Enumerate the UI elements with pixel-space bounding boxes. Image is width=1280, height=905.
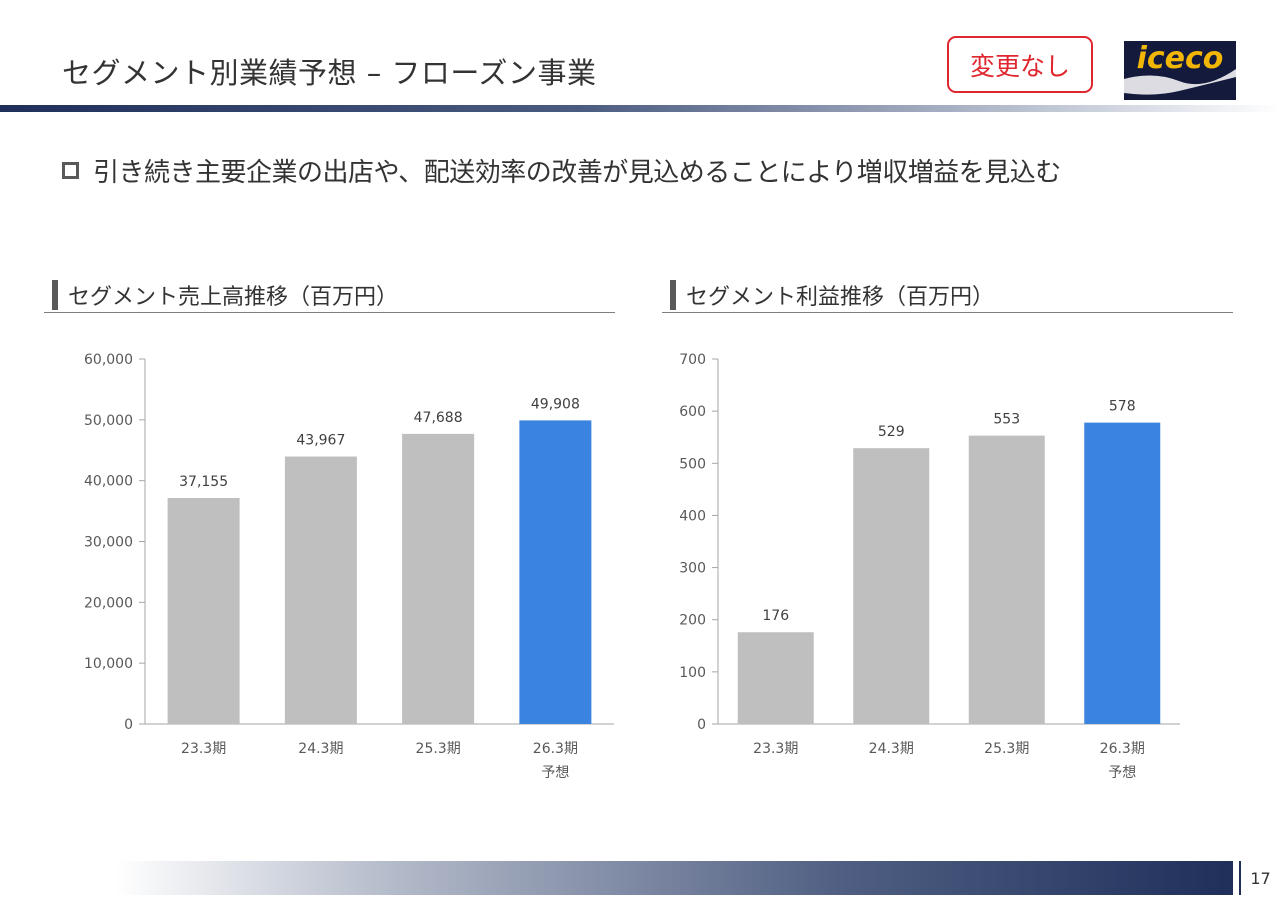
data-label: 47,688 — [414, 410, 463, 426]
data-label: 176 — [762, 608, 789, 624]
bullet-point: 引き続き主要企業の出店や、配送効率の改善が見込めることにより増収増益を見込む — [62, 152, 1061, 189]
bullet-text: 引き続き主要企業の出店や、配送効率の改善が見込めることにより増収増益を見込む — [93, 158, 1061, 188]
y-tick-label: 40,000 — [84, 474, 133, 490]
bar — [1084, 422, 1161, 724]
x-tick-note: 予想 — [1108, 765, 1136, 781]
bar — [402, 433, 475, 724]
y-tick-label: 0 — [697, 717, 706, 733]
data-label: 43,967 — [296, 433, 345, 449]
company-logo: iceco — [1124, 41, 1236, 100]
y-tick-label: 50,000 — [84, 413, 133, 429]
footer-bar — [115, 861, 1233, 895]
bar — [167, 497, 240, 724]
y-tick-label: 700 — [679, 352, 706, 368]
y-tick-label: 500 — [679, 456, 706, 472]
profit-chart-title: セグメント利益推移（百万円） — [686, 285, 995, 310]
page-number: 17 — [1239, 861, 1280, 895]
header-bar-mark — [670, 280, 676, 310]
data-label: 49,908 — [531, 396, 580, 412]
x-tick-note: 予想 — [541, 765, 569, 781]
sales-bar-chart: 0 10,000 20,000 30,000 40,000 50,000 60,000 37,… — [84, 352, 614, 781]
y-tick-label: 400 — [679, 508, 706, 524]
y-tick-label: 10,000 — [84, 656, 133, 672]
bar — [968, 435, 1045, 724]
bar — [519, 420, 592, 724]
data-label: 37,155 — [179, 474, 228, 490]
bar — [284, 456, 357, 724]
data-label: 553 — [993, 412, 1020, 428]
status-badge: 変更なし — [947, 36, 1093, 93]
x-tick-label: 23.3期 — [181, 741, 226, 757]
x-tick-label: 25.3期 — [416, 741, 461, 757]
y-tick-label: 30,000 — [84, 535, 133, 551]
y-tick-label: 100 — [679, 665, 706, 681]
x-tick-label: 26.3期 — [1100, 741, 1145, 757]
x-tick-label: 24.3期 — [869, 741, 914, 757]
logo-wave — [1124, 69, 1236, 95]
bar — [853, 448, 930, 724]
x-tick-label: 26.3期 — [533, 741, 578, 757]
x-tick-label: 24.3期 — [298, 741, 343, 757]
header-bar-mark — [52, 280, 58, 310]
bar — [737, 632, 814, 724]
sales-chart-title: セグメント売上高推移（百万円） — [68, 285, 399, 310]
header-rule — [0, 105, 1280, 112]
y-tick-label: 300 — [679, 561, 706, 577]
data-label: 578 — [1109, 399, 1136, 415]
page-title: セグメント別業績予想 – フローズン事業 — [62, 56, 597, 90]
y-tick-label: 0 — [124, 717, 133, 733]
sales-chart-header: セグメント売上高推移（百万円） — [44, 278, 615, 313]
data-label: 529 — [878, 424, 905, 440]
x-tick-label: 25.3期 — [984, 741, 1029, 757]
profit-bar-chart: 0 100 200 300 400 500 600 700 176 23.3期 529 24.3期 55… — [679, 352, 1180, 781]
y-tick-label: 200 — [679, 613, 706, 629]
logo-text: iceco — [1137, 41, 1224, 76]
y-tick-label: 60,000 — [84, 352, 133, 368]
y-tick-label: 600 — [679, 404, 706, 420]
profit-chart-header: セグメント利益推移（百万円） — [662, 278, 1233, 313]
x-tick-label: 23.3期 — [753, 741, 798, 757]
bullet-square-icon — [62, 162, 79, 179]
status-badge-label: 変更なし — [969, 51, 1070, 81]
y-tick-label: 20,000 — [84, 595, 133, 611]
